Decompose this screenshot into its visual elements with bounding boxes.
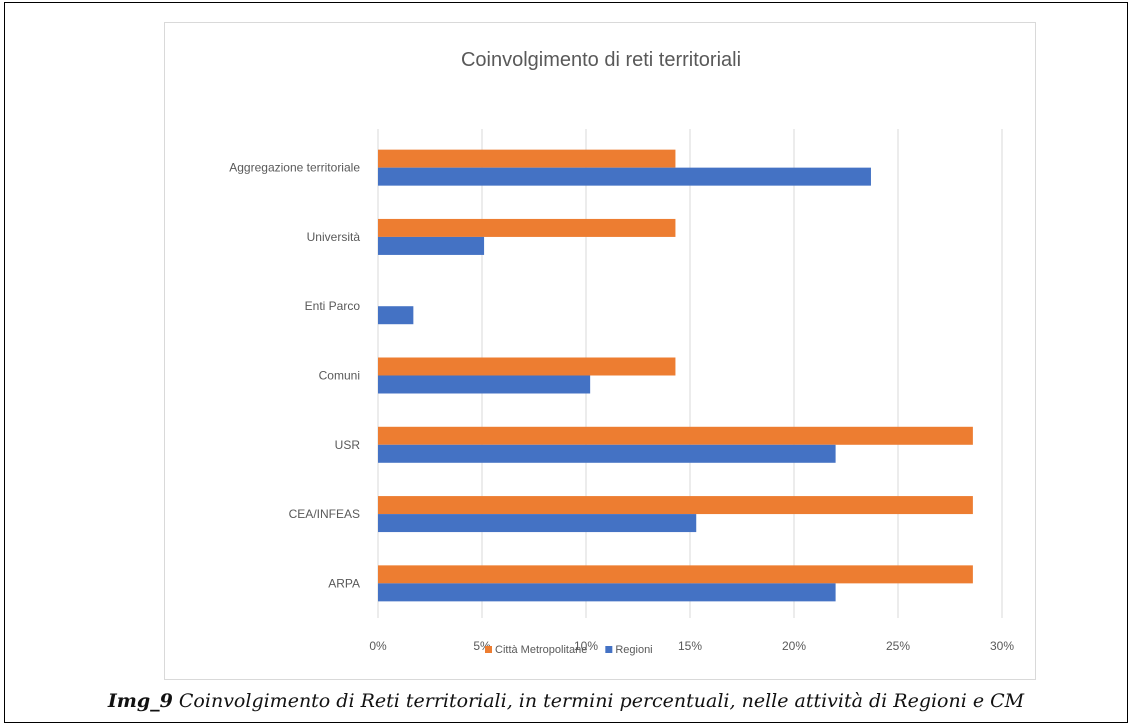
bar-regioni: [378, 167, 871, 186]
bar-regioni: [378, 583, 836, 602]
x-tick-label: 30%: [990, 639, 1014, 653]
category-label: Aggregazione territoriale: [229, 161, 360, 175]
bar-citta-metropolitane: [378, 218, 676, 237]
category-label: Comuni: [319, 369, 360, 383]
x-tick-label: 10%: [574, 639, 598, 653]
category-label: USR: [335, 438, 361, 452]
category-label: Enti Parco: [305, 299, 361, 313]
figure-caption: Img_9 Coinvolgimento di Reti territorial…: [0, 690, 1132, 712]
bar-citta-metropolitane: [378, 149, 676, 168]
bar-regioni: [378, 514, 697, 533]
legend-label: Regioni: [615, 644, 652, 656]
x-tick-label: 25%: [886, 639, 910, 653]
bar-regioni: [378, 444, 836, 463]
bar-regioni: [378, 306, 414, 325]
category-label: CEA/INFEAS: [289, 507, 360, 521]
caption-text: Coinvolgimento di Reti territoriali, in …: [172, 690, 1025, 712]
bar-citta-metropolitane: [378, 357, 676, 376]
bar-citta-metropolitane: [378, 565, 973, 584]
caption-label: Img_9: [107, 690, 173, 712]
figure-frame: [4, 2, 1128, 723]
category-label: Università: [307, 230, 361, 244]
bar-citta-metropolitane: [378, 426, 973, 445]
category-label: ARPA: [328, 576, 360, 590]
legend-label: Città Metropolitane: [495, 644, 587, 656]
bar-regioni: [378, 236, 485, 255]
bar-citta-metropolitane: [378, 496, 973, 515]
chart-panel: Coinvolgimento di reti territoriali 0% 5% 1…: [164, 22, 1036, 680]
legend-swatch: [485, 646, 492, 653]
chart-title: Coinvolgimento di reti territoriali: [461, 49, 741, 71]
x-tick-label: 0%: [369, 639, 387, 653]
x-tick-label: 15%: [678, 639, 702, 653]
bar-regioni: [378, 375, 591, 394]
x-tick-label: 20%: [782, 639, 806, 653]
legend-swatch: [605, 646, 613, 653]
